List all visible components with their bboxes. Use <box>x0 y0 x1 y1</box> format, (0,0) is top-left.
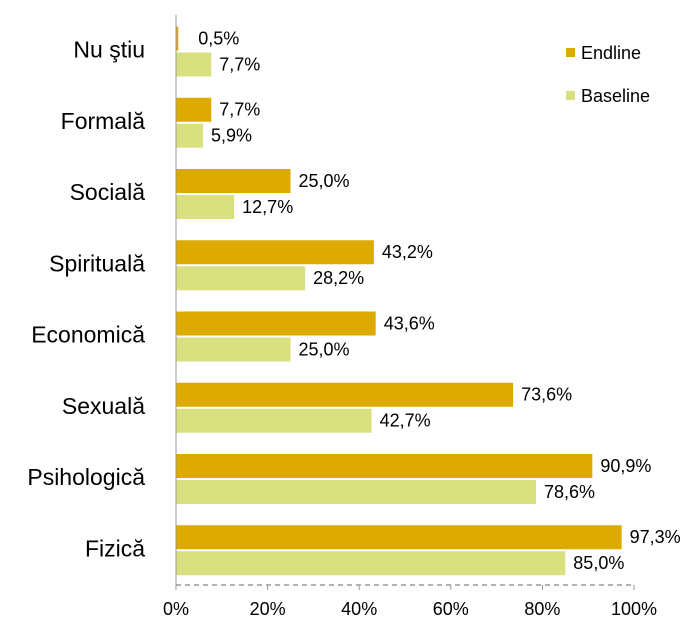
category-label: Formală <box>61 108 146 134</box>
bar <box>176 97 212 122</box>
value-label: 85,0% <box>573 553 624 573</box>
legend-label: Baseline <box>581 86 650 106</box>
value-label: 43,6% <box>384 313 435 333</box>
bar <box>176 382 514 407</box>
value-label: 0,5% <box>198 28 239 48</box>
bar <box>176 454 593 478</box>
legend-swatch <box>566 48 575 57</box>
value-label: 25,0% <box>299 339 350 359</box>
category-label: Socială <box>70 179 146 205</box>
bar <box>176 52 212 77</box>
legend-swatch <box>566 91 575 100</box>
bar <box>176 26 179 51</box>
value-label: 42,7% <box>380 411 431 431</box>
category-label: Economică <box>31 322 145 348</box>
category-label: Fizică <box>85 535 145 561</box>
bar <box>176 195 235 219</box>
category-label: Spirituală <box>49 250 145 276</box>
bar <box>176 408 372 433</box>
x-tick-label: 100% <box>611 599 657 619</box>
bar <box>176 337 291 362</box>
value-label: 5,9% <box>211 126 252 146</box>
x-tick-label: 40% <box>341 599 377 619</box>
bar <box>176 551 566 576</box>
bar <box>176 525 622 550</box>
value-label: 73,6% <box>521 385 572 405</box>
bar <box>176 480 536 504</box>
x-tick-label: 0% <box>163 599 189 619</box>
value-label: 25,0% <box>299 171 350 191</box>
category-label: Psihologică <box>27 464 145 490</box>
x-tick-label: 60% <box>433 599 469 619</box>
category-label: Sexuală <box>62 393 145 419</box>
value-label: 28,2% <box>313 268 364 288</box>
bar <box>176 311 376 336</box>
value-label: 7,7% <box>219 100 260 120</box>
legend-label: Endline <box>581 43 641 63</box>
value-label: 90,9% <box>600 456 651 476</box>
bar <box>176 169 291 193</box>
bar <box>176 266 306 291</box>
value-label: 7,7% <box>219 54 260 74</box>
bar <box>176 123 204 148</box>
x-tick-label: 80% <box>524 599 560 619</box>
value-label: 43,2% <box>382 242 433 262</box>
value-label: 12,7% <box>242 197 293 217</box>
bar <box>176 240 374 265</box>
category-label: Nu ştiu <box>73 37 145 63</box>
x-tick-label: 20% <box>250 599 286 619</box>
value-label: 97,3% <box>630 527 681 547</box>
value-label: 78,6% <box>544 482 595 502</box>
